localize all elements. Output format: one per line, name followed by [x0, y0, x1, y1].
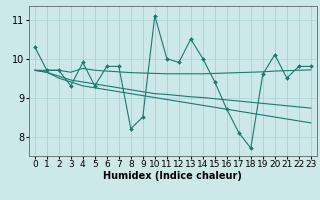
X-axis label: Humidex (Indice chaleur): Humidex (Indice chaleur)	[103, 171, 242, 181]
